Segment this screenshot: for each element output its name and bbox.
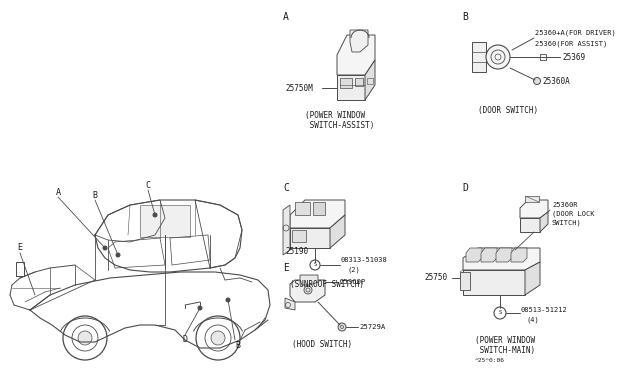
Text: 08513-51212: 08513-51212 [521, 307, 568, 313]
Circle shape [78, 331, 92, 345]
Bar [367, 78, 373, 84]
Text: 25190: 25190 [285, 247, 308, 257]
Bar [295, 202, 310, 215]
Circle shape [211, 331, 225, 345]
Bar [340, 78, 352, 88]
Text: 25750M: 25750M [285, 83, 313, 93]
Circle shape [198, 306, 202, 310]
Polygon shape [337, 35, 375, 75]
Text: E: E [283, 263, 289, 273]
Circle shape [534, 77, 541, 84]
Text: D: D [182, 336, 188, 344]
Text: SWITCH-ASSIST): SWITCH-ASSIST) [305, 121, 374, 129]
Polygon shape [285, 298, 295, 310]
Polygon shape [466, 248, 482, 262]
Text: (2): (2) [348, 267, 361, 273]
Text: 25360R: 25360R [552, 202, 577, 208]
Polygon shape [481, 248, 497, 262]
Text: C: C [145, 180, 150, 189]
Bar [355, 78, 363, 86]
Circle shape [304, 286, 312, 294]
Circle shape [494, 307, 506, 319]
Text: 25750: 25750 [425, 273, 448, 282]
Bar [313, 202, 325, 215]
Circle shape [153, 213, 157, 217]
Text: B: B [93, 190, 97, 199]
Text: (POWER WINDOW: (POWER WINDOW [475, 336, 535, 344]
Text: S: S [314, 263, 317, 267]
Polygon shape [283, 205, 290, 255]
Circle shape [116, 253, 120, 257]
Text: (HOOD SWITCH): (HOOD SWITCH) [292, 340, 352, 350]
Polygon shape [290, 200, 345, 228]
Circle shape [338, 323, 346, 331]
Polygon shape [290, 228, 330, 248]
Text: (SUNROOF SWITCH): (SUNROOF SWITCH) [290, 280, 364, 289]
Polygon shape [540, 212, 548, 232]
Text: C: C [283, 183, 289, 193]
Text: 25360+A(FOR DRIVER): 25360+A(FOR DRIVER) [535, 30, 616, 36]
Circle shape [103, 246, 107, 250]
Text: SWITCH): SWITCH) [552, 220, 582, 226]
Polygon shape [520, 218, 540, 232]
Polygon shape [350, 30, 368, 52]
Text: 25360(FOR ASSIST): 25360(FOR ASSIST) [535, 41, 607, 47]
Text: 25369: 25369 [562, 52, 585, 61]
Text: (DOOR LOCK: (DOOR LOCK [552, 211, 595, 217]
Bar [472, 42, 486, 72]
Text: ^25^0:06: ^25^0:06 [475, 357, 505, 362]
Text: D: D [462, 183, 468, 193]
Polygon shape [511, 248, 527, 262]
Polygon shape [290, 280, 325, 302]
Bar [292, 230, 306, 242]
Text: 08313-51038: 08313-51038 [341, 257, 388, 263]
Bar [140, 205, 190, 237]
Bar [460, 272, 470, 290]
Polygon shape [525, 262, 540, 295]
Text: S: S [499, 311, 502, 315]
Polygon shape [330, 215, 345, 248]
Polygon shape [496, 248, 512, 262]
Text: A: A [56, 187, 61, 196]
Text: E: E [17, 244, 22, 253]
Polygon shape [520, 200, 548, 218]
Polygon shape [365, 60, 375, 100]
Text: 25729A: 25729A [359, 324, 385, 330]
Circle shape [226, 298, 230, 302]
Polygon shape [463, 270, 525, 295]
Polygon shape [300, 275, 318, 285]
Text: B: B [462, 12, 468, 22]
Polygon shape [337, 75, 365, 100]
Text: (DOOR SWITCH): (DOOR SWITCH) [478, 106, 538, 115]
Circle shape [486, 45, 510, 69]
Text: 25360A: 25360A [542, 77, 570, 86]
Text: 25360P: 25360P [339, 279, 365, 285]
Polygon shape [463, 248, 540, 270]
Circle shape [310, 260, 320, 270]
Text: (4): (4) [527, 317, 540, 323]
Text: (POWER WINDOW: (POWER WINDOW [305, 110, 365, 119]
Bar [540, 54, 546, 60]
Bar [16, 262, 24, 276]
Text: A: A [283, 12, 289, 22]
Bar [525, 196, 539, 202]
Text: B: B [236, 340, 241, 350]
Text: SWITCH-MAIN): SWITCH-MAIN) [475, 346, 535, 355]
